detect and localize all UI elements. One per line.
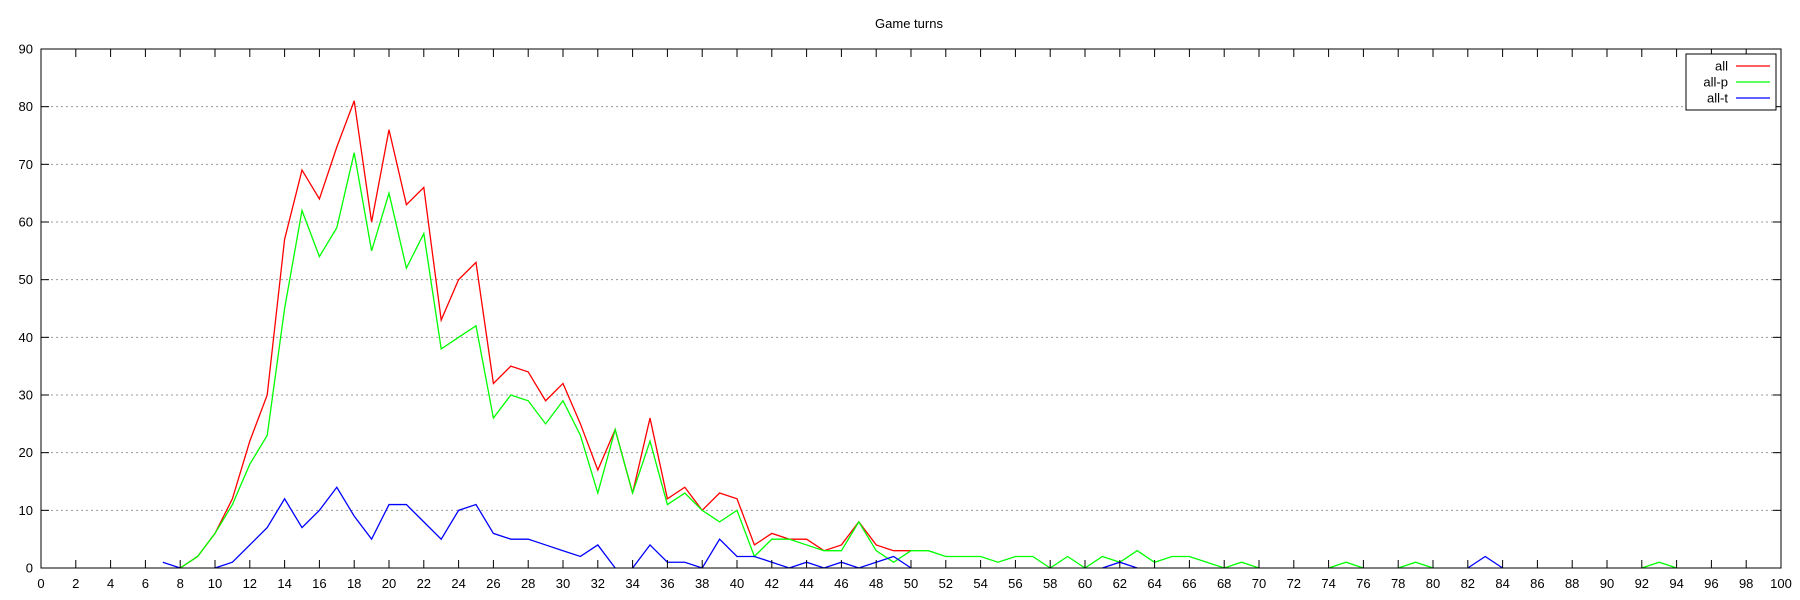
y-tick-label: 90 — [19, 42, 33, 57]
x-tick-label: 4 — [107, 576, 114, 591]
x-tick-label: 34 — [625, 576, 639, 591]
y-tick-label: 70 — [19, 157, 33, 172]
x-tick-label: 56 — [1008, 576, 1022, 591]
x-tick-label: 88 — [1565, 576, 1579, 591]
series-line-all-t — [1467, 555, 1503, 569]
x-tick-label: 40 — [730, 576, 744, 591]
series-all-p — [179, 152, 1677, 569]
x-tick-label: 82 — [1461, 576, 1475, 591]
x-tick-label: 74 — [1321, 576, 1335, 591]
x-tick-label: 8 — [177, 576, 184, 591]
x-tick-label: 60 — [1078, 576, 1092, 591]
series-line-all-t — [162, 561, 181, 569]
chart-title: Game turns — [875, 16, 943, 31]
y-tick-label: 80 — [19, 99, 33, 114]
legend-label-all: all — [1715, 59, 1728, 74]
x-tick-label: 26 — [486, 576, 500, 591]
x-tick-label: 58 — [1043, 576, 1057, 591]
x-tick-label: 32 — [591, 576, 605, 591]
series-line-all-t — [214, 486, 616, 569]
x-tick-label: 22 — [417, 576, 431, 591]
x-tick-label: 100 — [1770, 576, 1792, 591]
x-tick-label: 52 — [939, 576, 953, 591]
x-tick-label: 68 — [1217, 576, 1231, 591]
x-tick-label: 46 — [834, 576, 848, 591]
x-tick-label: 72 — [1287, 576, 1301, 591]
y-tick-label: 50 — [19, 272, 33, 287]
series-line-all-p — [1328, 561, 1364, 569]
y-tick-label: 30 — [19, 388, 33, 403]
y-tick-label: 20 — [19, 445, 33, 460]
x-tick-labels: 0 2 4 6 8 10 12 14 16 18 20 22 24 26 28 30 32 34 36 38 40 42 4… — [37, 576, 1791, 591]
x-tick-label: 24 — [451, 576, 465, 591]
x-tick-label: 14 — [277, 576, 291, 591]
x-tick-label: 76 — [1356, 576, 1370, 591]
x-tick-label: 84 — [1495, 576, 1509, 591]
x-tick-label: 54 — [973, 576, 987, 591]
x-tick-label: 50 — [904, 576, 918, 591]
x-tick-label: 92 — [1635, 576, 1649, 591]
x-tick-label: 6 — [142, 576, 149, 591]
x-tick-label: 96 — [1704, 576, 1718, 591]
x-tick-label: 16 — [312, 576, 326, 591]
x-tick-label: 80 — [1426, 576, 1440, 591]
x-tick-label: 98 — [1739, 576, 1753, 591]
x-tick-label: 18 — [347, 576, 361, 591]
x-tick-label: 70 — [1252, 576, 1266, 591]
y-tick-labels: 0 10 20 30 40 50 60 70 80 90 — [19, 42, 33, 576]
x-tick-label: 38 — [695, 576, 709, 591]
x-tick-label: 62 — [1113, 576, 1127, 591]
series-line-all-p — [1397, 561, 1434, 569]
x-tick-label: 42 — [765, 576, 779, 591]
y-tick-label: 10 — [19, 503, 33, 518]
y-tick-label: 0 — [26, 561, 33, 576]
x-tick-label: 86 — [1530, 576, 1544, 591]
x-tick-label: 36 — [660, 576, 674, 591]
legend-label-all-p: all-p — [1703, 75, 1728, 90]
x-tick-label: 12 — [243, 576, 257, 591]
legend-label-all-t: all-t — [1707, 91, 1728, 106]
x-tick-label: 2 — [72, 576, 79, 591]
x-tick-label: 30 — [556, 576, 570, 591]
series-layer — [162, 100, 1677, 569]
y-tick-label: 60 — [19, 215, 33, 230]
axis-ticks — [40, 48, 1782, 569]
x-tick-label: 64 — [1147, 576, 1161, 591]
series-line-all-p — [1641, 561, 1677, 569]
x-tick-label: 28 — [521, 576, 535, 591]
x-tick-label: 78 — [1391, 576, 1405, 591]
x-tick-label: 20 — [382, 576, 396, 591]
x-tick-label: 94 — [1669, 576, 1683, 591]
x-tick-label: 66 — [1182, 576, 1196, 591]
x-tick-label: 90 — [1600, 576, 1614, 591]
x-tick-label: 10 — [208, 576, 222, 591]
series-line-all-p — [179, 152, 1260, 569]
x-tick-label: 0 — [37, 576, 44, 591]
x-tick-label: 48 — [869, 576, 883, 591]
x-tick-label: 44 — [799, 576, 813, 591]
y-tick-label: 40 — [19, 330, 33, 345]
